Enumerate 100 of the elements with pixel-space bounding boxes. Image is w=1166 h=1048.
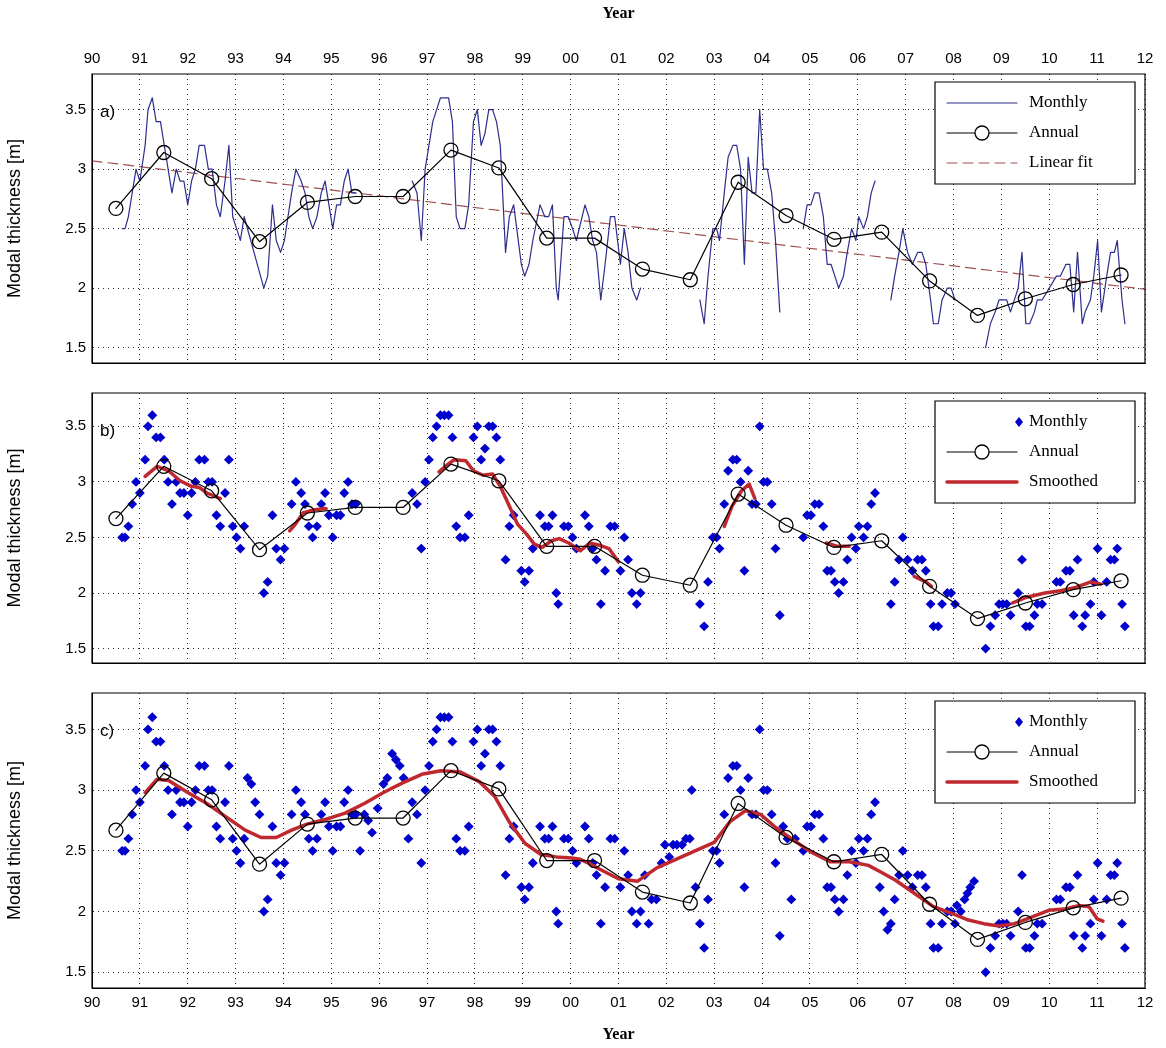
point [1113,890,1129,906]
point [826,539,842,556]
x-tick-label: 02 [658,993,675,1011]
point [1017,291,1033,307]
legend-label: Annual [1029,122,1080,142]
point [443,142,459,158]
legend-label: Monthly [1029,411,1089,431]
x-tick-label: 97 [418,993,436,1011]
x2-tick-label: 01 [610,49,627,67]
x2-tick-label: 94 [275,49,292,67]
point [730,795,746,812]
legend-label: Annual [1029,441,1080,461]
point [730,174,746,190]
x-axis-title: Year [602,1024,635,1042]
x-tick-label: 92 [179,993,197,1011]
x2-tick-label: 98 [466,49,484,67]
legend-label: Monthly [1029,711,1089,731]
point [395,810,411,826]
point [347,810,363,826]
x-tick-label: 95 [322,993,340,1011]
point [539,538,555,554]
point [921,578,938,594]
point [969,931,986,948]
x2-tick-label: 12 [1136,49,1154,67]
y-tick-label: 2 [77,278,86,296]
point [299,194,316,211]
legend-label: Smoothed [1029,771,1099,791]
x2-tick-label: 07 [897,49,915,67]
x-tick-label: 05 [801,993,819,1011]
point [204,171,220,187]
y-tick-label: 2 [77,583,86,601]
point [969,610,986,627]
x2-tick-label: 06 [849,49,867,67]
x2-tick-label: 96 [370,49,388,67]
point [778,517,794,533]
y-tick-label: 1.5 [65,337,86,355]
x-tick-label: 90 [83,993,101,1011]
point [156,765,172,781]
x2-tick-label: 90 [83,49,101,67]
point [156,144,172,161]
x-tick-label: 09 [993,993,1010,1011]
point [491,781,507,797]
point [443,456,459,472]
point [1113,573,1129,589]
point [491,160,507,176]
point [874,533,890,549]
y-tick-label: 2.5 [65,840,86,858]
point [778,829,794,846]
point [299,505,316,521]
point [395,188,411,205]
point [204,483,220,499]
x2-tick-label: 93 [227,49,244,67]
legend-label: Linear fit [1029,152,1093,172]
point [586,852,603,869]
point [539,852,555,869]
point [347,188,363,205]
legend-label: Smoothed [1029,471,1099,491]
point [1065,582,1081,598]
x-tick-label: 12 [1136,993,1154,1011]
y-tick-label: 3.5 [65,99,86,117]
x2-axis-title: Year [602,3,635,21]
x2-tick-label: 03 [705,49,723,67]
x2-tick-label: 95 [322,49,340,67]
point [251,856,268,872]
point [634,261,651,277]
point [1017,914,1033,931]
x-tick-label: 08 [945,993,962,1011]
x-tick-label: 01 [610,993,627,1011]
x2-tick-label: 92 [179,49,197,67]
x-tick-label: 93 [227,993,244,1011]
point [395,499,411,516]
x2-tick-label: 02 [658,49,675,67]
y-tick-label: 3 [77,159,86,177]
x2-tick-label: 99 [514,49,532,67]
x-tick-label: 91 [131,993,149,1011]
point [539,230,555,246]
x-tick-label: 00 [562,993,579,1011]
point [251,234,268,250]
x2-tick-label: 04 [753,49,771,67]
x2-tick-label: 97 [418,49,436,67]
x-tick-label: 03 [705,993,723,1011]
y-tick-label: 2.5 [65,218,86,236]
x-tick-label: 10 [1040,993,1058,1011]
x2-tick-label: 09 [993,49,1010,67]
annotation: c) [100,720,115,740]
point [204,792,220,808]
point [826,854,842,870]
point [299,816,316,832]
point [682,272,698,288]
x-tick-label: 98 [466,993,484,1011]
point [1113,267,1129,283]
point [969,307,986,324]
x-tick-label: 96 [370,993,388,1011]
legend-label: Annual [1029,741,1080,761]
legend-label: Monthly [1029,92,1089,112]
y-axis-title: Modal thickness [m] [3,138,24,299]
point [874,224,890,240]
x2-tick-label: 05 [801,49,819,67]
x2-tick-label: 11 [1089,49,1105,67]
annotation: a) [100,101,116,121]
